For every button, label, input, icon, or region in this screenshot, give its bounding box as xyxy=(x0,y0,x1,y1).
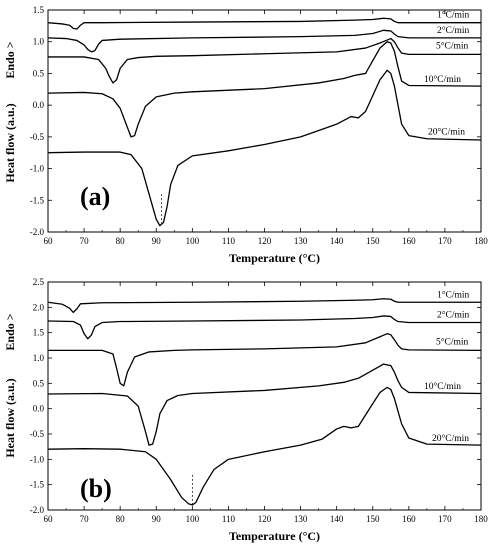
endo-direction-label: Endo > xyxy=(3,41,17,78)
y-tick-label: -1.0 xyxy=(30,454,45,464)
y-tick-label: 1.5 xyxy=(33,5,45,15)
series-line-1cmin xyxy=(47,17,481,30)
x-tick-label: 60 xyxy=(44,514,54,524)
x-tick-label: 100 xyxy=(186,514,200,524)
x-tick-label: 130 xyxy=(294,514,308,524)
x-tick-label: 150 xyxy=(366,236,380,246)
x-tick-label: 110 xyxy=(222,236,236,246)
x-tick-label: 90 xyxy=(152,236,162,246)
y-tick-label: 0.0 xyxy=(33,100,45,110)
x-tick-label: 80 xyxy=(116,236,126,246)
series-line-10cmin xyxy=(47,41,482,138)
series-label: 5°C/min xyxy=(436,336,469,347)
y-axis-label: Heat flow (a.u.) xyxy=(3,378,17,457)
series-label: 10°C/min xyxy=(424,74,461,85)
y-tick-label: -1.0 xyxy=(30,164,45,174)
panel-label: (a) xyxy=(80,182,110,211)
series-line-2cmin xyxy=(47,315,481,340)
plot-frame xyxy=(47,9,482,233)
x-tick-label: 150 xyxy=(366,514,380,524)
series-line-10cmin xyxy=(47,363,482,446)
x-tick-label: 80 xyxy=(116,514,126,524)
x-tick-label: 170 xyxy=(438,514,452,524)
x-axis-label: Temperature (°C) xyxy=(229,251,320,265)
x-tick-label: 130 xyxy=(294,236,308,246)
x-tick-label: 120 xyxy=(258,236,272,246)
series-line-20cmin xyxy=(47,386,482,506)
endo-direction-label: Endo > xyxy=(3,313,17,350)
series-label: 5°C/min xyxy=(436,40,469,51)
chart-panel-b: 60 70 80 90 100 110 120 130 140 150 160 170 180 -2.0 -… xyxy=(3,277,488,543)
x-tick-label: 120 xyxy=(258,514,272,524)
y-tick-label: 0.5 xyxy=(33,68,45,78)
series-line-1cmin xyxy=(47,298,481,314)
x-tick-label: 110 xyxy=(222,514,236,524)
series-label: 20°C/min xyxy=(432,433,469,444)
series-label: 1°C/min xyxy=(437,10,470,21)
x-tick-label: 170 xyxy=(438,236,452,246)
x-tick-label: 90 xyxy=(152,514,162,524)
x-tick-label: 180 xyxy=(474,514,488,524)
series-line-5cmin xyxy=(48,333,482,387)
x-tick-label: 160 xyxy=(402,514,416,524)
y-tick-label: 0.5 xyxy=(33,378,45,388)
chart-panel-a: 60 70 80 90 100 110 120 130 140 150 160 170 180 -2.0 -… xyxy=(3,5,488,265)
y-tick-label: 2.0 xyxy=(33,302,45,312)
x-axis-label: Temperature (°C) xyxy=(229,529,320,543)
y-tick-label: -0.5 xyxy=(30,429,45,439)
x-tick-label: 70 xyxy=(80,514,90,524)
x-tick-label: 140 xyxy=(330,514,344,524)
x-tick-label: 180 xyxy=(474,236,488,246)
series-label: 10°C/min xyxy=(424,381,461,392)
series-line-5cmin xyxy=(48,37,481,84)
series-label: 20°C/min xyxy=(428,127,465,138)
y-axis-label: Heat flow (a.u.) xyxy=(3,103,17,182)
plot-frame xyxy=(47,281,482,511)
x-tick-label: 100 xyxy=(186,236,200,246)
y-tick-label: 0.0 xyxy=(33,404,45,414)
y-tick-label: 2.5 xyxy=(33,277,45,287)
series-line-2cmin xyxy=(47,29,481,53)
x-tick-label: 70 xyxy=(80,236,90,246)
series-line-20cmin xyxy=(47,69,482,227)
y-tick-label: -2.0 xyxy=(30,505,45,515)
series-label: 1°C/min xyxy=(437,289,470,300)
y-tick-label: 1.0 xyxy=(33,353,45,363)
y-tick-label: -1.5 xyxy=(30,195,45,205)
y-tick-label: -0.5 xyxy=(30,132,45,142)
panel-label: (b) xyxy=(80,474,112,503)
series-label: 2°C/min xyxy=(437,310,470,321)
y-tick-label: -2.0 xyxy=(30,227,45,237)
series-label: 2°C/min xyxy=(437,25,470,36)
x-tick-label: 160 xyxy=(402,236,416,246)
x-tick-label: 140 xyxy=(330,236,344,246)
x-tick-label: 60 xyxy=(44,236,54,246)
y-tick-label: 1.5 xyxy=(33,328,45,338)
y-tick-label: 1.0 xyxy=(33,37,45,47)
y-tick-label: -1.5 xyxy=(30,480,45,490)
